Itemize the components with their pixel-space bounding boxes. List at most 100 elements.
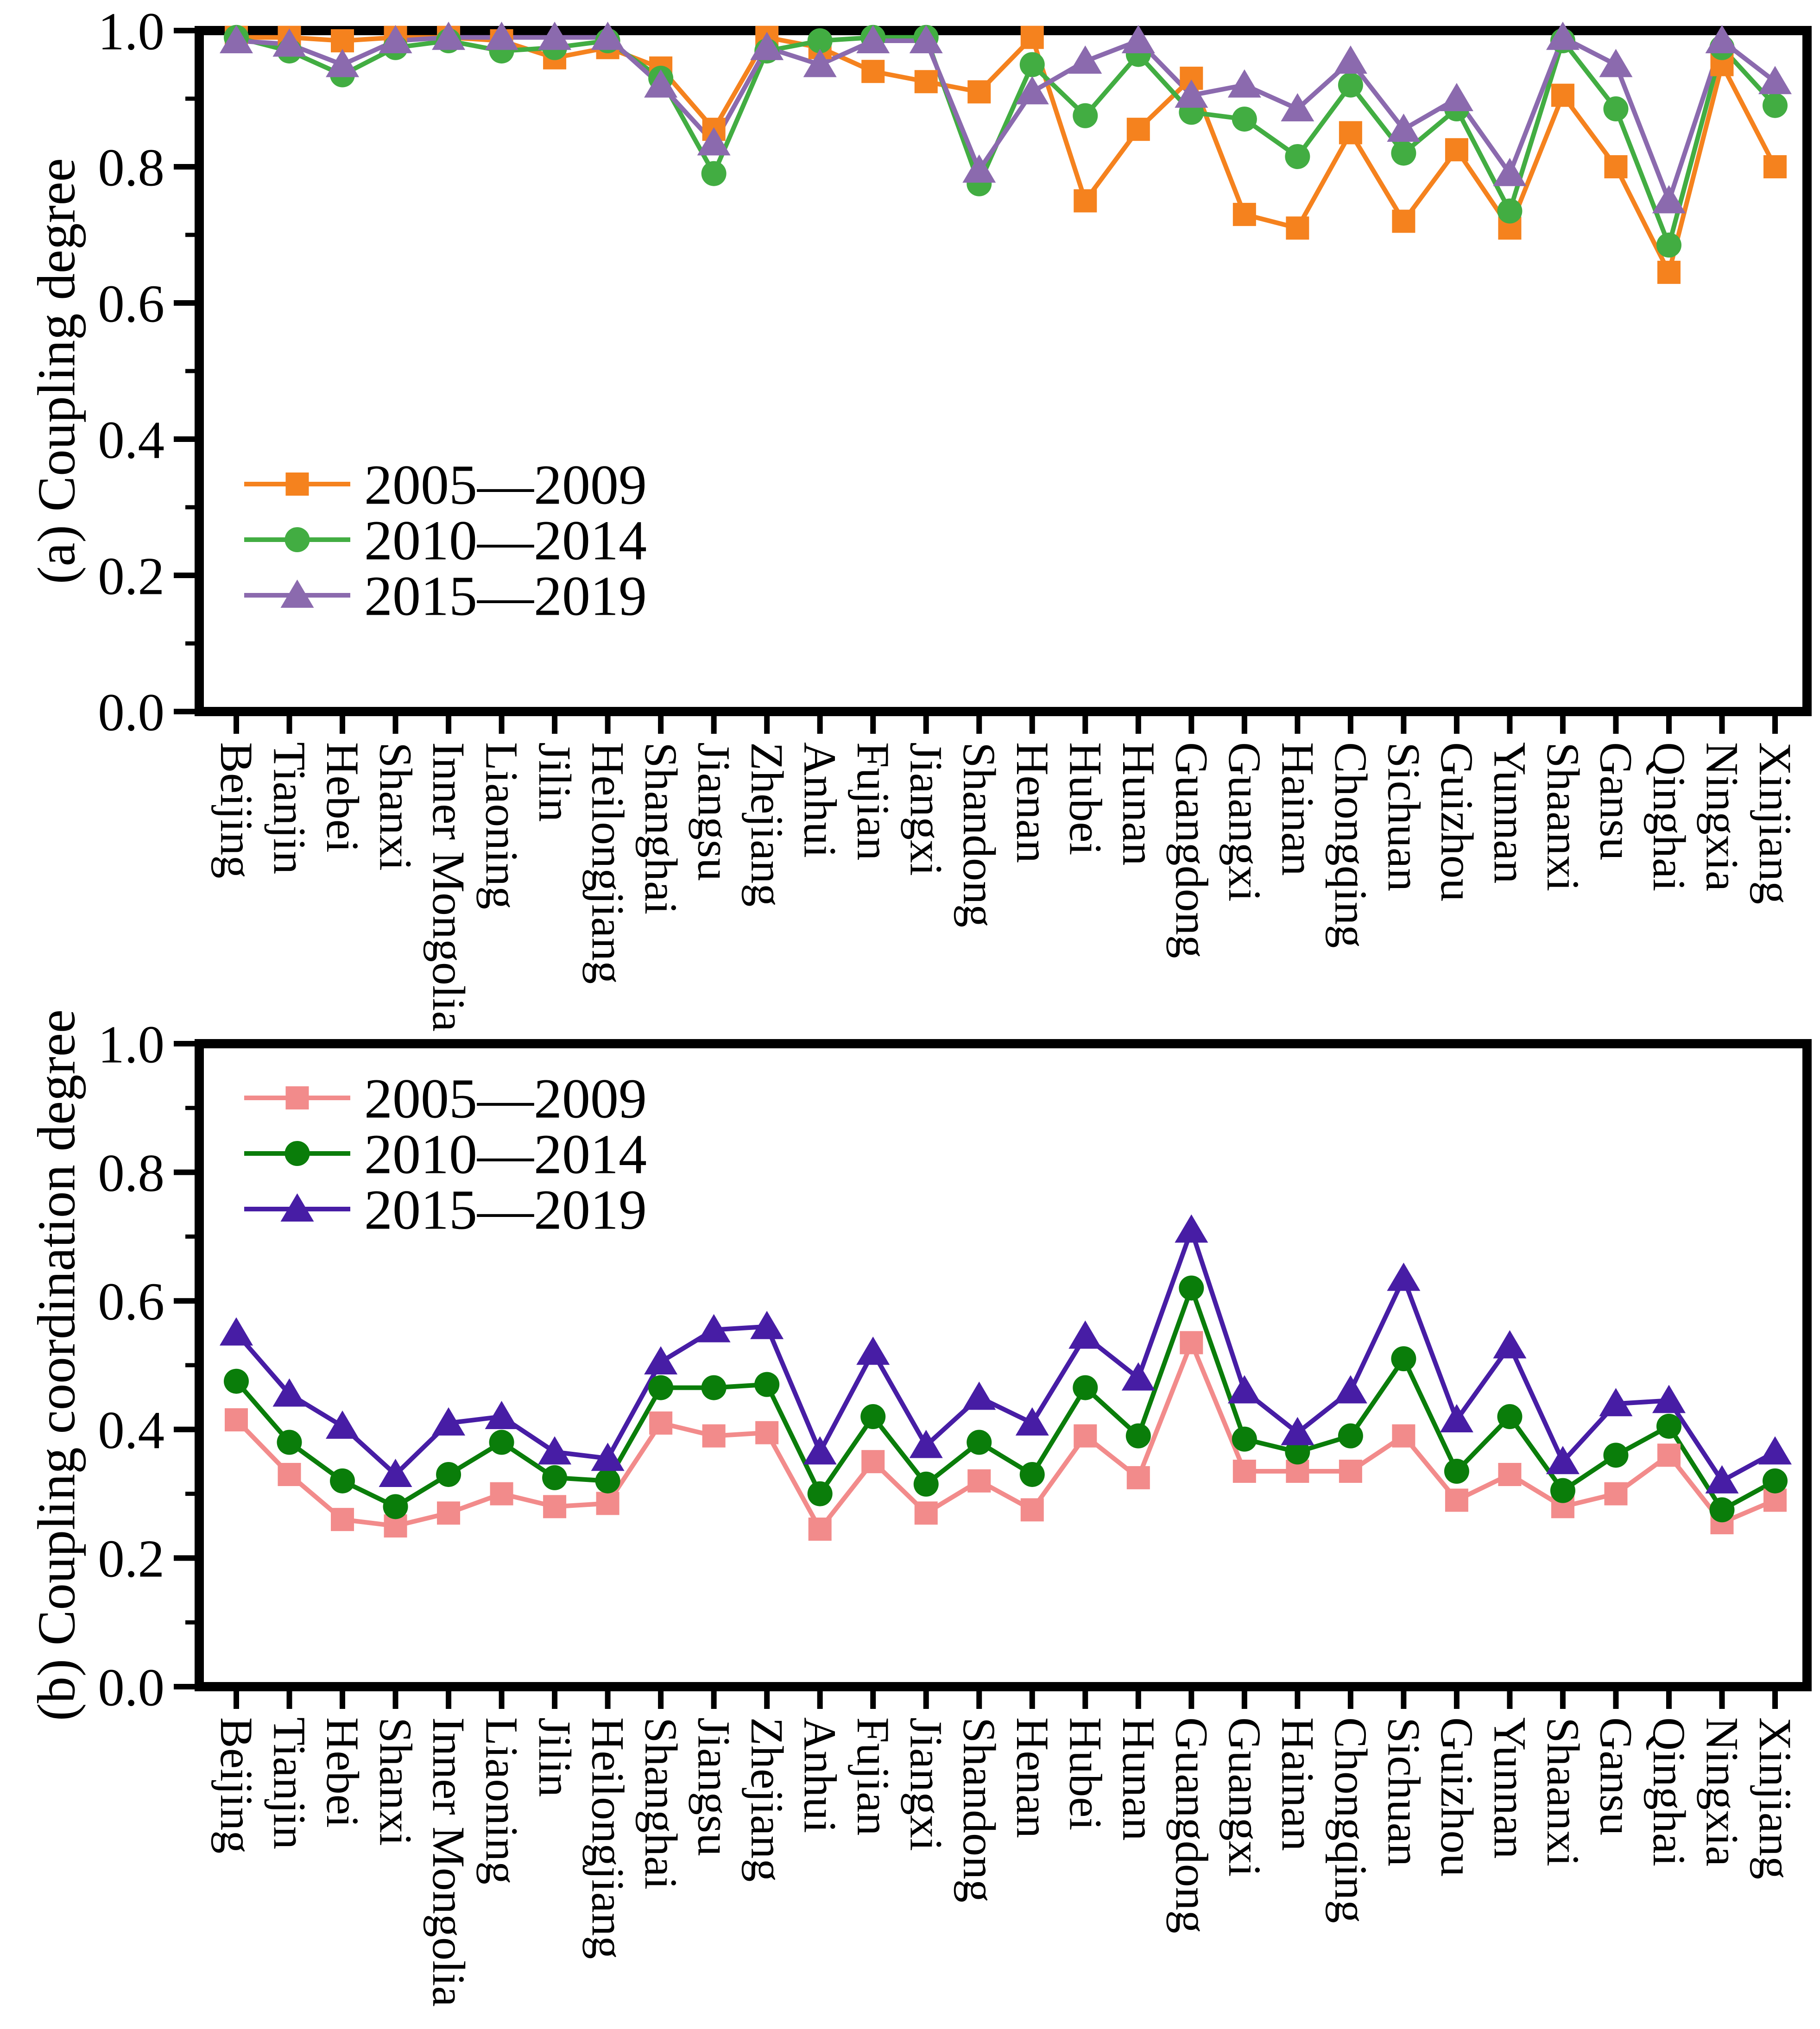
data-point [914, 1501, 938, 1525]
x-axis: Beijing Tianjin Hebei Shanxi Inner Mongolia L… [211, 1687, 1801, 2007]
legend-marker [284, 1141, 310, 1166]
x-tick-label: Qinghai [1643, 742, 1695, 891]
data-point [856, 25, 890, 54]
data-point [437, 1501, 461, 1525]
data-point [648, 1375, 674, 1400]
series-markers-2015—2019 [220, 1214, 1792, 1493]
x-tick-label: Hunan [1113, 742, 1164, 866]
x-tick-label: Hebei [317, 1717, 368, 1828]
data-point [649, 1411, 673, 1435]
data-point [1440, 83, 1473, 111]
data-point [1339, 121, 1362, 145]
data-point [1126, 118, 1150, 141]
series-line-2005—2009 [234, 1336, 1776, 1533]
data-point [1020, 25, 1044, 49]
legend-marker [280, 580, 314, 608]
data-point [1074, 189, 1097, 213]
data-point [326, 49, 360, 77]
data-point [1227, 69, 1261, 98]
x-tick-label: Zhejiang [741, 742, 793, 907]
x-tick-label: Shanxi [370, 1717, 422, 1846]
data-point [701, 161, 727, 186]
data-point [436, 1462, 461, 1487]
x-tick-label: Xinjiang [1750, 742, 1801, 904]
data-point [807, 28, 833, 54]
x-tick-label: Hubei [1060, 1717, 1111, 1830]
y-tick-label: 0.8 [98, 138, 164, 197]
data-point [807, 1481, 833, 1506]
data-point [755, 1421, 779, 1444]
data-point [644, 69, 678, 98]
y-tick-label: 1.0 [98, 2, 164, 61]
data-point [379, 1458, 412, 1487]
data-point [1125, 1423, 1151, 1449]
data-point [1175, 79, 1208, 108]
data-point [272, 1378, 306, 1407]
data-point [1227, 1375, 1261, 1404]
data-point [1073, 1375, 1098, 1400]
x-tick-label: Jilin [529, 742, 581, 822]
x-tick-label: Gansu [1590, 742, 1642, 861]
data-point [1179, 1275, 1204, 1301]
data-point [1015, 1407, 1049, 1436]
x-tick-label: Sichuan [1378, 1717, 1429, 1866]
data-point [1758, 66, 1792, 95]
data-point [1338, 1423, 1363, 1449]
data-point [379, 25, 412, 54]
data-point [962, 1381, 996, 1410]
x-tick-label: Fujian [847, 1717, 899, 1836]
x-tick-label: Chongqing [1325, 742, 1377, 948]
panel-b: 0.0 0.2 0.4 0.6 0.8 1.0(b) Coupling coordinat… [27, 1009, 1812, 2007]
data-point [432, 1407, 466, 1436]
x-tick-label: Shandong [954, 742, 1005, 927]
data-point [909, 25, 943, 54]
y-tick-label: 0.6 [98, 1272, 164, 1331]
y-axis-title: (b) Coupling coordination degree [27, 1009, 86, 1721]
data-point [1551, 83, 1574, 107]
data-point [1546, 21, 1580, 50]
data-point [1709, 1497, 1735, 1523]
x-tick-label: Anhui [795, 1717, 846, 1833]
data-point [1126, 1466, 1150, 1489]
data-point [1440, 1404, 1473, 1432]
data-point [861, 1450, 885, 1474]
data-point [485, 21, 518, 50]
legend-label: 2005—2009 [364, 454, 647, 517]
x-tick-label: Jiangxi [901, 1717, 952, 1851]
data-point [1763, 1468, 1788, 1493]
series-markers-2010—2014 [224, 1275, 1788, 1523]
x-tick-label: Tianjin [264, 1717, 316, 1849]
data-point [1387, 1262, 1421, 1291]
legend-label: 2010—2014 [364, 510, 647, 572]
y-tick-label: 1.0 [98, 1015, 164, 1074]
data-point [1604, 155, 1628, 178]
series-line-2005—2009 [236, 33, 1777, 279]
data-point [967, 1469, 991, 1493]
x-tick-label: Guizhou [1431, 742, 1483, 901]
y-axis-title: (a) Coupling degree [27, 158, 86, 584]
data-point [701, 1375, 727, 1400]
data-point [644, 1346, 678, 1375]
data-point [591, 21, 625, 50]
data-point [967, 80, 991, 104]
data-point [1763, 155, 1787, 178]
data-point [1493, 158, 1527, 186]
series-line-2010—2014 [234, 1281, 1776, 1513]
x-tick-label: Zhejiang [741, 1717, 793, 1882]
data-point [1338, 72, 1363, 98]
data-point [1391, 140, 1416, 166]
data-point [1705, 25, 1739, 54]
x-tick-label: Shanghai [635, 742, 687, 914]
x-tick-label: Inner Mongolia [423, 742, 474, 1032]
data-point [860, 1404, 886, 1430]
data-point [277, 1430, 302, 1455]
x-tick-label: Ningxia [1696, 742, 1748, 891]
data-point [1339, 1460, 1362, 1483]
data-point [1656, 233, 1681, 258]
y-tick-label: 0.2 [98, 547, 164, 605]
data-point [1286, 216, 1309, 240]
x-tick-label: Inner Mongolia [423, 1717, 474, 2007]
data-point [1333, 45, 1367, 74]
data-point [1285, 1439, 1310, 1465]
x-tick-label: Liaoning [476, 742, 528, 909]
